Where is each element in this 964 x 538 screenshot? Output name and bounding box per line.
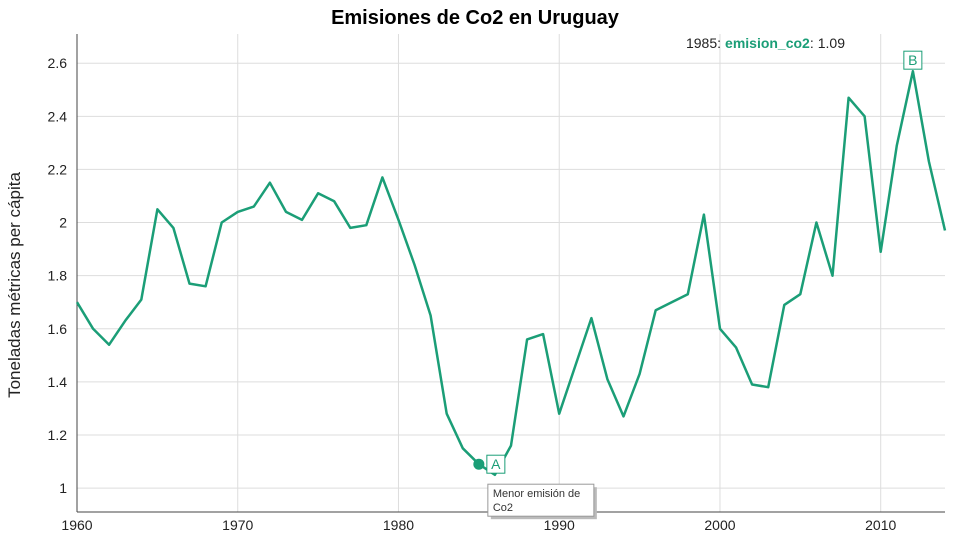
x-tick-labels: 1960 1970 1980 1990 2000 2010 [61,517,896,533]
y-tick-label: 1.2 [48,427,68,443]
y-tick-label: 1 [59,480,67,496]
y-tick-label: 2.2 [48,161,68,177]
chart-title: Emisiones de Co2 en Uruguay [331,7,620,29]
y-tick-label: 2.6 [48,55,68,71]
x-tick-label: 2000 [704,517,735,533]
annotation-b-label: B [908,52,917,68]
highlight-point[interactable] [473,458,485,470]
hover-tooltip: 1985: emision_co2: 1.09 [686,35,845,51]
annotation-a-callout [487,483,595,517]
series-layer [75,69,947,477]
annotation-b-box[interactable] [903,50,923,70]
x-tick-label: 1990 [544,517,575,533]
annotation-a-box[interactable] [486,454,506,474]
tooltip-year: 1985 [686,35,717,51]
series-line-emision_co2[interactable] [75,69,947,477]
annotation-a-text-line1: Menor emisión de [493,488,580,500]
annotation-a-label: A [491,456,501,472]
y-tick-label: 1.4 [48,374,68,390]
tooltip-value-separator: : [810,35,814,51]
x-tick-label: 1980 [383,517,414,533]
x-tick-label: 1960 [61,517,92,533]
y-tick-label: 2 [59,215,67,231]
annotation-a-text-line2: Co2 [493,502,513,514]
x-tick-label: 2010 [865,517,896,533]
y-tick-label: 2.4 [48,108,68,124]
y-axis-label: Toneladas métricas per cápita [5,172,24,398]
tooltip-separator: : [717,35,721,51]
annotation-layer: A Menor emisión de Co2 B [486,50,923,520]
tooltip-series-name: emision_co2 [725,35,810,51]
x-tick-label: 1970 [222,517,253,533]
y-tick-label: 1.6 [48,321,68,337]
y-tick-labels: 1 1.2 1.4 1.6 1.8 2 2.2 2.4 2.6 [48,55,68,496]
y-tick-label: 1.8 [48,268,68,284]
tooltip-value: 1.09 [818,35,845,51]
